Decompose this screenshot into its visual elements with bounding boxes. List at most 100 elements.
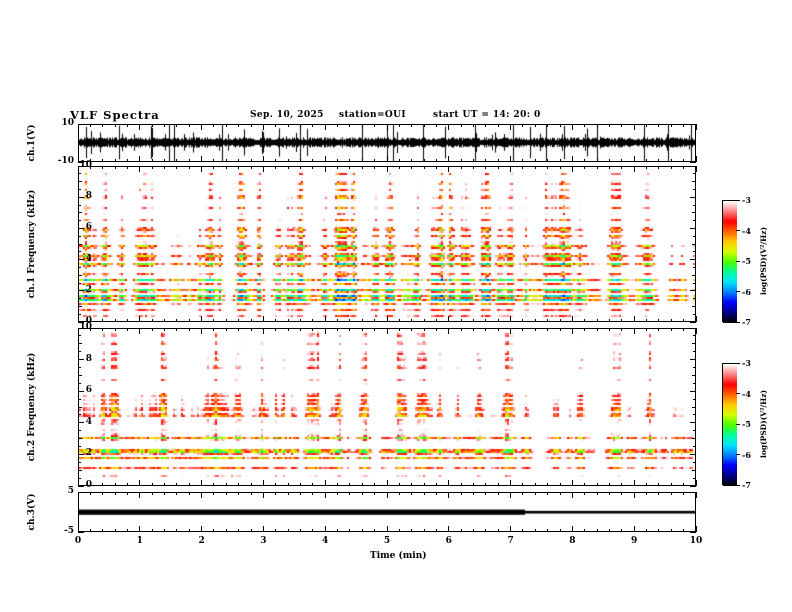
- x-tick-top-ch3-voltage-39: [559, 492, 561, 495]
- x-tick-top-ch1-spectrogram-49: [683, 166, 685, 169]
- y-tick-label-ch1-spectrogram-6: 6: [85, 222, 92, 233]
- y-tick-mark-right-ch1-spectrogram-4: [690, 259, 696, 261]
- x-tick-top-ch2-spectrogram-11: [213, 328, 215, 331]
- x-tick-bottom-ch1-spectrogram-23: [361, 319, 363, 322]
- y-minor-tick-ch2-spectrogram-7: [78, 430, 81, 432]
- y-minor-tick-right-ch1-spectrogram-3: [693, 298, 696, 300]
- x-tick-bottom-ch1-spectrogram-35: [510, 316, 512, 322]
- y-tick-mark-right-ch1-spectrogram-10: [690, 165, 696, 167]
- x-tick-bottom-ch1-spectrogram-42: [596, 319, 598, 322]
- x-tick-bottom-ch2-spectrogram-4: [126, 483, 128, 486]
- x-tick-top-ch1-spectrogram-15: [262, 166, 264, 172]
- x-tick-bottom-ch1-spectrogram-13: [238, 319, 240, 322]
- x-tick-bottom-ch3-voltage-7: [164, 529, 166, 532]
- x-tick-top-ch1-voltage-42: [596, 124, 598, 127]
- x-tick-bottom-ch2-spectrogram-50: [695, 480, 697, 486]
- x-tick-top-ch1-voltage-30: [448, 124, 450, 130]
- colorbar-tick-label-colorbar-ch2--7: -7: [742, 480, 751, 490]
- x-tick-top-ch3-voltage-27: [411, 492, 413, 495]
- x-tick-top-ch1-voltage-4: [126, 124, 128, 127]
- x-tick-top-ch1-voltage-12: [225, 124, 227, 127]
- x-tick-bottom-ch1-voltage-7: [164, 159, 166, 162]
- y-tick-mark-right-ch2-spectrogram-8: [690, 359, 696, 361]
- x-tick-bottom-ch1-spectrogram-10: [201, 316, 203, 322]
- x-tick-bottom-ch1-spectrogram-49: [683, 319, 685, 322]
- x-tick-top-ch3-voltage-28: [423, 492, 425, 495]
- x-tick-bottom-ch2-spectrogram-23: [361, 483, 363, 486]
- panel-ch1-spectrogram-label: ch.1 Frequency (kHz): [27, 189, 37, 299]
- x-tick-top-ch2-spectrogram-0: [77, 328, 79, 334]
- x-tick-top-ch3-voltage-32: [473, 492, 475, 495]
- x-tick-bottom-ch3-voltage-28: [423, 529, 425, 532]
- x-tick-top-ch1-spectrogram-44: [621, 166, 623, 169]
- x-tick-top-ch1-voltage-6: [151, 124, 153, 127]
- x-tick-bottom-ch1-spectrogram-37: [534, 319, 536, 322]
- x-tick-bottom-ch1-voltage-31: [460, 159, 462, 162]
- x-tick-bottom-ch3-voltage-35: [510, 526, 512, 532]
- x-tick-bottom-ch1-voltage-15: [262, 156, 264, 162]
- x-tick-label-6: 6: [445, 536, 452, 546]
- x-tick-top-ch1-voltage-33: [485, 124, 487, 127]
- x-tick-bottom-ch1-spectrogram-7: [164, 319, 166, 322]
- y-minor-tick-right-ch1-spectrogram-15: [693, 204, 696, 206]
- page-title: VLF Spectra: [70, 108, 160, 122]
- y-minor-tick-ch1-spectrogram-19: [78, 173, 81, 175]
- x-tick-bottom-ch2-spectrogram-49: [683, 483, 685, 486]
- y-tick-label-ch1-spectrogram-4: 4: [85, 253, 92, 264]
- x-tick-label-2: 2: [198, 536, 205, 546]
- x-tick-bottom-ch1-voltage-22: [349, 159, 351, 162]
- y-minor-tick-ch2-spectrogram-13: [78, 382, 81, 384]
- y-minor-tick-ch2-spectrogram-10: [78, 406, 82, 408]
- x-tick-top-ch1-voltage-24: [374, 124, 376, 127]
- x-tick-bottom-ch1-voltage-18: [299, 159, 301, 162]
- x-tick-top-ch1-voltage-36: [522, 124, 524, 127]
- x-tick-bottom-ch1-voltage-19: [312, 159, 314, 162]
- x-tick-top-ch2-spectrogram-27: [411, 328, 413, 331]
- x-tick-top-ch3-voltage-9: [188, 492, 190, 495]
- x-tick-bottom-ch1-voltage-14: [250, 159, 252, 162]
- y-minor-tick-ch1-spectrogram-2: [78, 305, 82, 307]
- x-tick-bottom-ch1-voltage-41: [584, 159, 586, 162]
- x-tick-bottom-ch1-voltage-23: [361, 159, 363, 162]
- x-tick-top-ch1-voltage-35: [510, 124, 512, 130]
- x-tick-top-ch1-voltage-25: [386, 124, 388, 130]
- x-tick-top-ch1-spectrogram-50: [695, 166, 697, 172]
- y-tick-label-ch2-spectrogram-6: 6: [85, 385, 92, 396]
- x-tick-top-ch3-voltage-48: [670, 492, 672, 495]
- y-tick-mark-ch1-spectrogram-10: [78, 165, 84, 167]
- x-tick-bottom-ch3-voltage-1: [89, 529, 91, 532]
- x-tick-bottom-ch1-spectrogram-50: [695, 316, 697, 322]
- x-tick-bottom-ch2-spectrogram-30: [448, 480, 450, 486]
- x-tick-bottom-ch2-spectrogram-15: [262, 480, 264, 486]
- x-tick-top-ch3-voltage-19: [312, 492, 314, 495]
- y-tick-mark-ch3-voltage-5: [78, 491, 84, 493]
- x-tick-top-ch3-voltage-31: [460, 492, 462, 495]
- x-tick-bottom-ch2-spectrogram-29: [435, 483, 437, 486]
- y-minor-tick-right-ch2-spectrogram-5: [693, 446, 696, 447]
- x-tick-bottom-ch1-spectrogram-6: [151, 319, 153, 322]
- x-tick-top-ch2-spectrogram-21: [337, 328, 339, 331]
- y-tick-mark-right-ch1-spectrogram-2: [690, 290, 696, 292]
- x-tick-bottom-ch2-spectrogram-34: [497, 483, 499, 486]
- x-tick-top-ch1-spectrogram-30: [448, 166, 450, 172]
- x-tick-top-ch2-spectrogram-36: [522, 328, 524, 331]
- x-tick-bottom-ch3-voltage-2: [102, 529, 104, 532]
- y-tick-mark-ch1-voltage--10: [78, 161, 84, 163]
- x-tick-bottom-ch3-voltage-14: [250, 529, 252, 532]
- y-minor-tick-right-ch2-spectrogram-3: [693, 461, 696, 463]
- x-tick-bottom-ch1-voltage-29: [435, 159, 437, 162]
- y-minor-tick-ch1-spectrogram-14: [78, 212, 82, 214]
- x-tick-bottom-ch1-spectrogram-28: [423, 319, 425, 322]
- y-minor-tick-right-ch2-spectrogram-1: [693, 477, 696, 479]
- x-tick-bottom-ch2-spectrogram-45: [633, 480, 635, 486]
- x-tick-top-ch2-spectrogram-42: [596, 328, 598, 331]
- x-tick-bottom-ch2-spectrogram-43: [608, 483, 610, 486]
- x-tick-bottom-ch1-spectrogram-47: [658, 319, 660, 322]
- y-tick-mark-right-ch1-spectrogram-0: [690, 321, 696, 323]
- x-tick-bottom-ch1-spectrogram-26: [398, 319, 400, 322]
- x-tick-bottom-ch2-spectrogram-28: [423, 483, 425, 486]
- x-tick-bottom-ch1-spectrogram-48: [670, 319, 672, 322]
- colorbar-tick-label-colorbar-ch2--5: -5: [742, 419, 751, 429]
- x-tick-top-ch2-spectrogram-3: [114, 328, 116, 331]
- y-minor-tick-ch1-spectrogram-11: [78, 235, 81, 237]
